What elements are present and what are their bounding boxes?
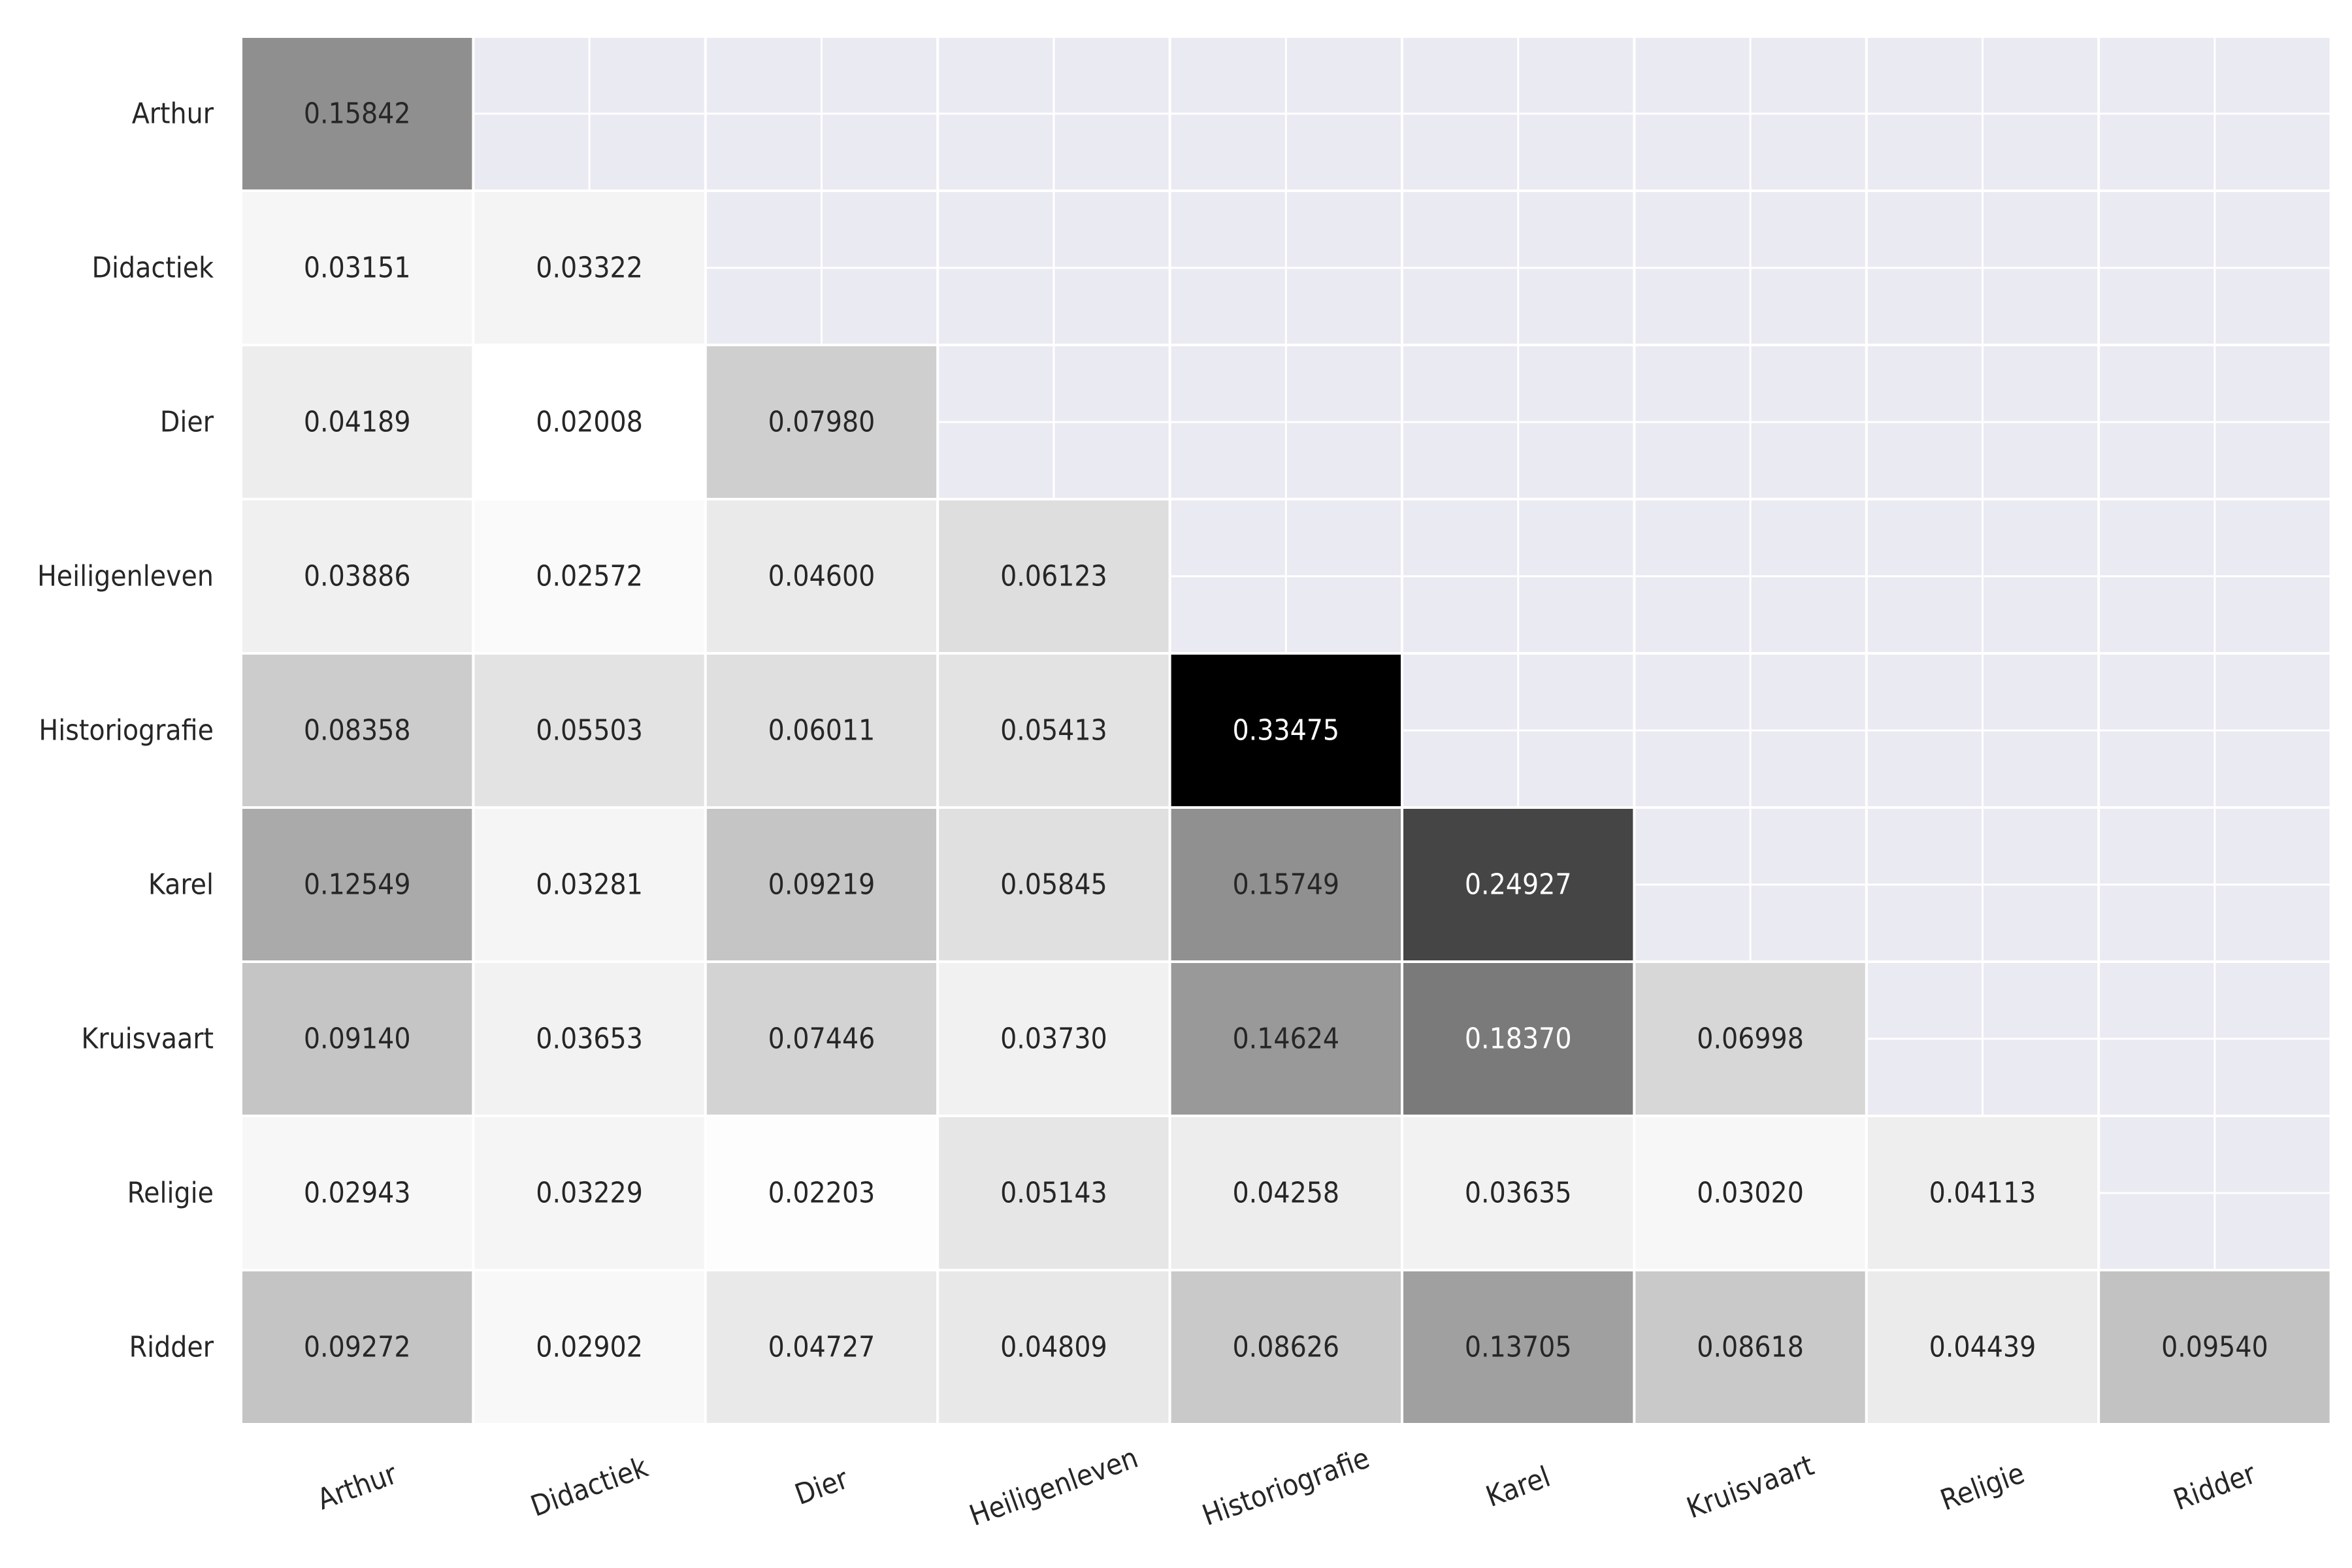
heatmap-cell bbox=[1401, 1115, 1636, 1271]
y-tick-label: Didactiek bbox=[92, 252, 214, 285]
heatmap-cell bbox=[240, 1115, 475, 1271]
y-tick-label: Kruisvaart bbox=[81, 1022, 214, 1056]
cell-value-label: 0.04189 bbox=[304, 406, 411, 439]
cell-value-label: 0.08358 bbox=[304, 714, 411, 747]
y-axis-tick-labels: Arthur Didactiek Dier Heiligenleven Historio… bbox=[37, 97, 214, 1364]
cell-value-label: 0.05503 bbox=[536, 714, 643, 747]
cell-value-label: 0.09272 bbox=[304, 1331, 411, 1364]
cell-value-label: 0.13705 bbox=[1465, 1331, 1572, 1364]
cell-value-label: 0.02902 bbox=[536, 1331, 643, 1364]
cell-value-label: 0.04727 bbox=[768, 1331, 875, 1364]
cell-value-label: 0.09540 bbox=[2161, 1331, 2268, 1364]
heatmap-cell bbox=[240, 806, 475, 963]
cell-value-label: 0.02943 bbox=[304, 1177, 411, 1210]
cell-value-label: 0.15842 bbox=[304, 97, 411, 131]
cell-value-label: 0.03653 bbox=[536, 1022, 643, 1056]
y-tick-label: Religie bbox=[127, 1177, 214, 1210]
heatmap-cell bbox=[1865, 1269, 2100, 1426]
cell-value-label: 0.05143 bbox=[1000, 1177, 1107, 1210]
heatmap-cell bbox=[936, 1115, 1171, 1271]
heatmap-cell bbox=[472, 1115, 707, 1271]
heatmap-cell bbox=[472, 189, 707, 346]
cell-value-label: 0.07446 bbox=[768, 1022, 875, 1056]
cell-value-label: 0.09219 bbox=[768, 868, 875, 902]
cell-value-label: 0.02203 bbox=[768, 1177, 875, 1210]
heatmap-cell bbox=[704, 344, 939, 500]
cell-value-label: 0.14624 bbox=[1232, 1022, 1339, 1056]
heatmap-cell bbox=[1865, 1115, 2100, 1271]
cell-value-label: 0.04113 bbox=[1929, 1177, 2036, 1210]
cell-value-label: 0.03151 bbox=[304, 252, 411, 285]
cell-value-label: 0.03635 bbox=[1465, 1177, 1572, 1210]
cell-value-label: 0.06123 bbox=[1000, 560, 1107, 593]
cell-value-label: 0.03886 bbox=[304, 560, 411, 593]
y-tick-label: Ridder bbox=[129, 1331, 214, 1364]
heatmap-cell bbox=[1168, 1269, 1403, 1426]
heatmap-cell bbox=[240, 344, 475, 500]
cell-value-label: 0.07980 bbox=[768, 406, 875, 439]
y-tick-label: Dier bbox=[160, 406, 214, 439]
cell-value-label: 0.02572 bbox=[536, 560, 643, 593]
heatmap-cell bbox=[472, 652, 707, 809]
cell-value-label: 0.04258 bbox=[1232, 1177, 1339, 1210]
cell-value-label: 0.03281 bbox=[536, 868, 643, 902]
cell-value-label: 0.05413 bbox=[1000, 714, 1107, 747]
y-tick-label: Arthur bbox=[132, 97, 214, 131]
heatmap-cell-labels: 0.15842 0.03151 0.03322 0.04189 0.02008 0.079… bbox=[304, 97, 2268, 1364]
cell-value-label: 0.33475 bbox=[1232, 714, 1339, 747]
heatmap-cell bbox=[1401, 1269, 1636, 1426]
cell-value-label: 0.04439 bbox=[1929, 1331, 2036, 1364]
cell-value-label: 0.03322 bbox=[536, 252, 643, 285]
heatmap-cell bbox=[936, 1269, 1171, 1426]
cell-value-label: 0.15749 bbox=[1232, 868, 1339, 902]
heatmap-cell bbox=[472, 806, 707, 963]
heatmap-cell bbox=[1633, 960, 1868, 1117]
heatmap-cell bbox=[1168, 1115, 1403, 1271]
heatmap-cell bbox=[704, 498, 939, 655]
heatmap-cell bbox=[240, 652, 475, 809]
heatmap-cells bbox=[240, 35, 2332, 1426]
cell-value-label: 0.04600 bbox=[768, 560, 875, 593]
cell-value-label: 0.18370 bbox=[1465, 1022, 1572, 1056]
heatmap-cell bbox=[240, 1269, 475, 1426]
cell-value-label: 0.08626 bbox=[1232, 1331, 1339, 1364]
heatmap-cell bbox=[1633, 1115, 1868, 1271]
cell-value-label: 0.03020 bbox=[1697, 1177, 1804, 1210]
y-tick-label: Heiligenleven bbox=[37, 560, 214, 593]
y-tick-label: Historiografie bbox=[39, 714, 214, 747]
cell-value-label: 0.08618 bbox=[1697, 1331, 1804, 1364]
heatmap-cell bbox=[1401, 806, 1636, 963]
cell-value-label: 0.24927 bbox=[1465, 868, 1572, 902]
heatmap-cell bbox=[240, 35, 475, 192]
heatmap-cell bbox=[1168, 806, 1403, 963]
heatmap-cell bbox=[704, 1269, 939, 1426]
heatmap-cell bbox=[240, 189, 475, 346]
y-tick-label: Karel bbox=[148, 868, 214, 902]
cell-value-label: 0.05845 bbox=[1000, 868, 1107, 902]
heatmap-cell bbox=[936, 960, 1171, 1117]
cell-value-label: 0.02008 bbox=[536, 406, 643, 439]
cell-value-label: 0.04809 bbox=[1000, 1331, 1107, 1364]
heatmap-cell bbox=[1168, 652, 1403, 809]
cell-value-label: 0.09140 bbox=[304, 1022, 411, 1056]
heatmap-cell bbox=[936, 806, 1171, 963]
cell-value-label: 0.06998 bbox=[1697, 1022, 1804, 1056]
heatmap-cell bbox=[1633, 1269, 1868, 1426]
heatmap-cell bbox=[2097, 1269, 2332, 1426]
cell-value-label: 0.03229 bbox=[536, 1177, 643, 1210]
cell-value-label: 0.03730 bbox=[1000, 1022, 1107, 1056]
heatmap-cell bbox=[472, 498, 707, 655]
heatmap-cell bbox=[704, 806, 939, 963]
cell-value-label: 0.06011 bbox=[768, 714, 875, 747]
heatmap-cell bbox=[472, 1269, 707, 1426]
heatmap-cell bbox=[1168, 960, 1403, 1117]
cell-value-label: 0.12549 bbox=[304, 868, 411, 902]
heatmap-cell bbox=[704, 652, 939, 809]
heatmap-cell bbox=[936, 498, 1171, 655]
heatmap-cell bbox=[240, 498, 475, 655]
